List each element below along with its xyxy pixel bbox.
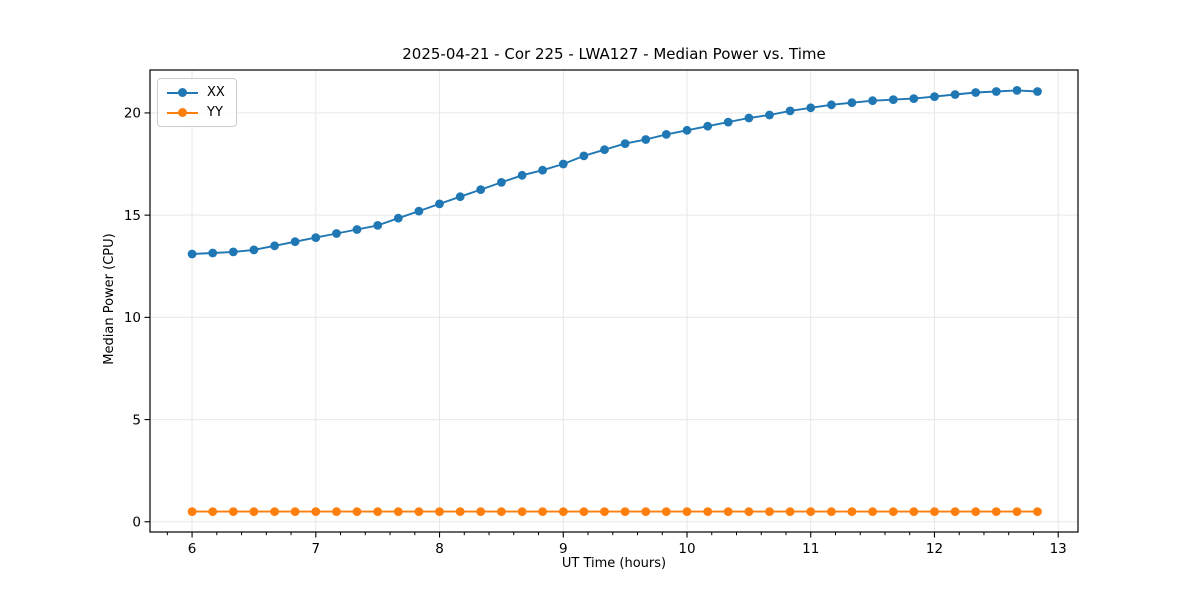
svg-text:0: 0 — [132, 515, 141, 531]
svg-text:10: 10 — [678, 541, 695, 557]
svg-text:5: 5 — [132, 412, 141, 428]
y-axis-label: Median Power (CPU) — [102, 233, 117, 365]
svg-text:11: 11 — [802, 541, 819, 557]
svg-text:13: 13 — [1050, 541, 1067, 557]
svg-text:7: 7 — [312, 541, 321, 557]
legend-item-xx: XX — [167, 84, 225, 101]
svg-text:20: 20 — [124, 106, 141, 122]
legend-item-yy: YY — [167, 104, 225, 121]
legend: XX YY — [157, 78, 237, 127]
svg-text:9: 9 — [559, 541, 568, 557]
legend-label-yy: YY — [207, 105, 223, 120]
chart-title: 2025-04-21 - Cor 225 - LWA127 - Median P… — [402, 45, 826, 63]
xx-line-marker-icon — [167, 88, 198, 97]
x-axis-label: UT Time (hours) — [561, 556, 667, 571]
legend-label-xx: XX — [207, 85, 225, 100]
svg-text:12: 12 — [926, 541, 943, 557]
svg-text:8: 8 — [435, 541, 444, 557]
svg-text:15: 15 — [124, 208, 141, 224]
svg-text:10: 10 — [124, 310, 141, 326]
yy-line-marker-icon — [167, 108, 198, 117]
svg-text:6: 6 — [188, 541, 197, 557]
